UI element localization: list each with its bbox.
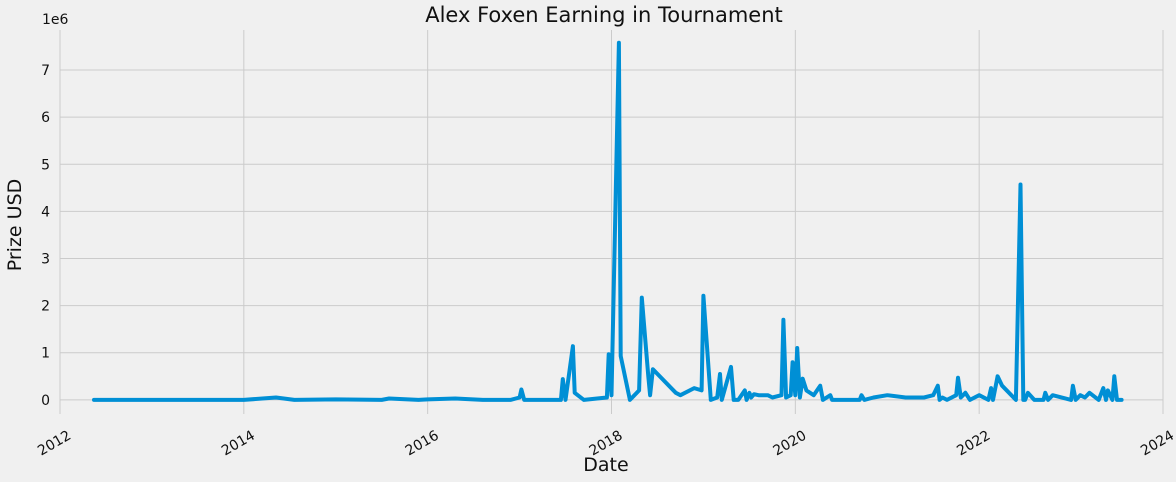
y-tick-label: 3 [41, 252, 50, 268]
y-tick-label: 2 [41, 299, 50, 315]
y-scale-label: 1e6 [42, 12, 69, 28]
chart-title: Alex Foxen Earning in Tournament [425, 3, 783, 27]
x-tick-label: 2016 [403, 428, 442, 460]
x-tick-label: 2014 [219, 428, 258, 460]
y-tick-label: 4 [41, 204, 50, 220]
y-tick-label: 5 [41, 157, 50, 173]
x-tick-label: 2022 [954, 428, 993, 460]
y-tick-label: 6 [41, 110, 50, 126]
x-axis-label: Date [583, 454, 628, 476]
y-axis-label: Prize USD [4, 179, 26, 272]
y-tick-label: 0 [41, 393, 50, 409]
series-line [92, 40, 1124, 402]
y-tick-label: 7 [41, 63, 50, 79]
y-tick-label: 1 [41, 346, 50, 362]
y-axis-ticks: 0 1 2 3 4 5 6 7 [41, 63, 50, 409]
x-tick-label: 2020 [770, 428, 809, 460]
series-layer [92, 40, 1124, 402]
x-tick-label: 2024 [1138, 428, 1176, 460]
grid-lines [59, 30, 1164, 414]
x-tick-label: 2012 [35, 428, 74, 460]
